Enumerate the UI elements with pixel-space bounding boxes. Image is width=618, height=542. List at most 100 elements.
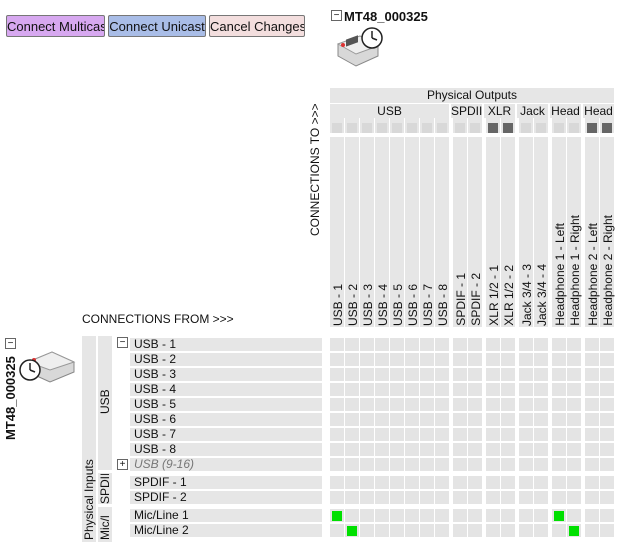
- routing-cell[interactable]: [501, 353, 515, 366]
- routing-cell[interactable]: [600, 509, 614, 522]
- routing-cell[interactable]: [330, 524, 344, 537]
- routing-cell[interactable]: [420, 353, 434, 366]
- routing-cell[interactable]: [486, 338, 500, 351]
- routing-cell[interactable]: [390, 338, 404, 351]
- routing-cell[interactable]: [405, 368, 419, 381]
- routing-cell[interactable]: [585, 458, 599, 471]
- routing-cell[interactable]: [360, 458, 374, 471]
- routing-cell[interactable]: [468, 443, 482, 456]
- routing-cell[interactable]: [600, 413, 614, 426]
- routing-cell[interactable]: [420, 398, 434, 411]
- routing-cell[interactable]: [390, 428, 404, 441]
- routing-cell[interactable]: [567, 476, 581, 489]
- routing-cell[interactable]: [534, 413, 548, 426]
- routing-cell[interactable]: [468, 383, 482, 396]
- routing-cell[interactable]: [486, 443, 500, 456]
- routing-cell[interactable]: [435, 353, 449, 366]
- routing-cell[interactable]: [435, 509, 449, 522]
- routing-cell[interactable]: [600, 524, 614, 537]
- routing-cell[interactable]: [600, 398, 614, 411]
- routing-cell[interactable]: [585, 428, 599, 441]
- routing-cell[interactable]: [468, 413, 482, 426]
- routing-cell[interactable]: [519, 368, 533, 381]
- output-column[interactable]: USB - 3: [360, 137, 375, 327]
- output-column[interactable]: Headphone 1 - Left: [552, 137, 567, 327]
- routing-cell[interactable]: [360, 368, 374, 381]
- routing-cell[interactable]: [360, 509, 374, 522]
- routing-cell[interactable]: [585, 398, 599, 411]
- routing-cell[interactable]: [600, 443, 614, 456]
- routing-cell[interactable]: [585, 383, 599, 396]
- routing-cell[interactable]: [567, 428, 581, 441]
- routing-cell[interactable]: [534, 428, 548, 441]
- routing-cell[interactable]: [345, 428, 359, 441]
- routing-cell[interactable]: [519, 383, 533, 396]
- routing-cell[interactable]: [567, 338, 581, 351]
- routing-cell[interactable]: [585, 413, 599, 426]
- routing-cell[interactable]: [534, 338, 548, 351]
- output-column[interactable]: USB - 7: [420, 137, 435, 327]
- routing-cell[interactable]: [453, 443, 467, 456]
- routing-cell[interactable]: [330, 458, 344, 471]
- output-column[interactable]: USB - 1: [330, 137, 345, 327]
- routing-cell[interactable]: [567, 443, 581, 456]
- routing-cell[interactable]: [501, 491, 515, 504]
- routing-cell[interactable]: [534, 476, 548, 489]
- routing-cell[interactable]: [390, 443, 404, 456]
- output-column[interactable]: Jack 3/4 - 4: [534, 137, 549, 327]
- routing-cell[interactable]: [501, 368, 515, 381]
- routing-cell[interactable]: [360, 476, 374, 489]
- routing-cell[interactable]: [567, 491, 581, 504]
- routing-cell[interactable]: [435, 443, 449, 456]
- routing-cell[interactable]: [552, 476, 566, 489]
- routing-cell[interactable]: [435, 524, 449, 537]
- routing-cell[interactable]: [501, 413, 515, 426]
- connection-indicator[interactable]: [569, 526, 579, 536]
- routing-cell[interactable]: [534, 353, 548, 366]
- routing-cell[interactable]: [519, 509, 533, 522]
- routing-cell[interactable]: [567, 509, 581, 522]
- routing-cell[interactable]: [453, 338, 467, 351]
- routing-cell[interactable]: [375, 383, 389, 396]
- routing-cell[interactable]: [567, 368, 581, 381]
- routing-cell[interactable]: [453, 524, 467, 537]
- routing-cell[interactable]: [405, 353, 419, 366]
- output-column[interactable]: USB - 5: [390, 137, 405, 327]
- routing-cell[interactable]: [519, 458, 533, 471]
- routing-cell[interactable]: [468, 368, 482, 381]
- routing-cell[interactable]: [534, 368, 548, 381]
- output-column[interactable]: USB - 8: [435, 137, 450, 327]
- routing-cell[interactable]: [390, 353, 404, 366]
- connect-unicast-button[interactable]: Connect Unicast: [108, 15, 206, 37]
- routing-cell[interactable]: [552, 458, 566, 471]
- routing-cell[interactable]: [360, 524, 374, 537]
- routing-cell[interactable]: [468, 524, 482, 537]
- routing-cell[interactable]: [486, 491, 500, 504]
- output-column[interactable]: SPDIF - 2: [468, 137, 483, 327]
- routing-cell[interactable]: [486, 428, 500, 441]
- routing-cell[interactable]: [534, 524, 548, 537]
- routing-cell[interactable]: [375, 368, 389, 381]
- output-column[interactable]: Headphone 2 - Left: [585, 137, 600, 327]
- routing-cell[interactable]: [486, 413, 500, 426]
- routing-cell[interactable]: [453, 413, 467, 426]
- routing-cell[interactable]: [420, 338, 434, 351]
- output-column[interactable]: USB - 4: [375, 137, 390, 327]
- routing-cell[interactable]: [552, 398, 566, 411]
- routing-cell[interactable]: [375, 476, 389, 489]
- routing-cell[interactable]: [390, 509, 404, 522]
- routing-cell[interactable]: [360, 413, 374, 426]
- routing-cell[interactable]: [345, 491, 359, 504]
- routing-cell[interactable]: [330, 368, 344, 381]
- routing-cell[interactable]: [468, 491, 482, 504]
- routing-cell[interactable]: [420, 476, 434, 489]
- routing-cell[interactable]: [501, 524, 515, 537]
- routing-cell[interactable]: [330, 338, 344, 351]
- routing-cell[interactable]: [390, 476, 404, 489]
- routing-cell[interactable]: [435, 368, 449, 381]
- routing-cell[interactable]: [405, 443, 419, 456]
- routing-cell[interactable]: [519, 398, 533, 411]
- routing-cell[interactable]: [519, 476, 533, 489]
- output-column[interactable]: Headphone 2 - Right: [600, 137, 615, 327]
- routing-cell[interactable]: [390, 368, 404, 381]
